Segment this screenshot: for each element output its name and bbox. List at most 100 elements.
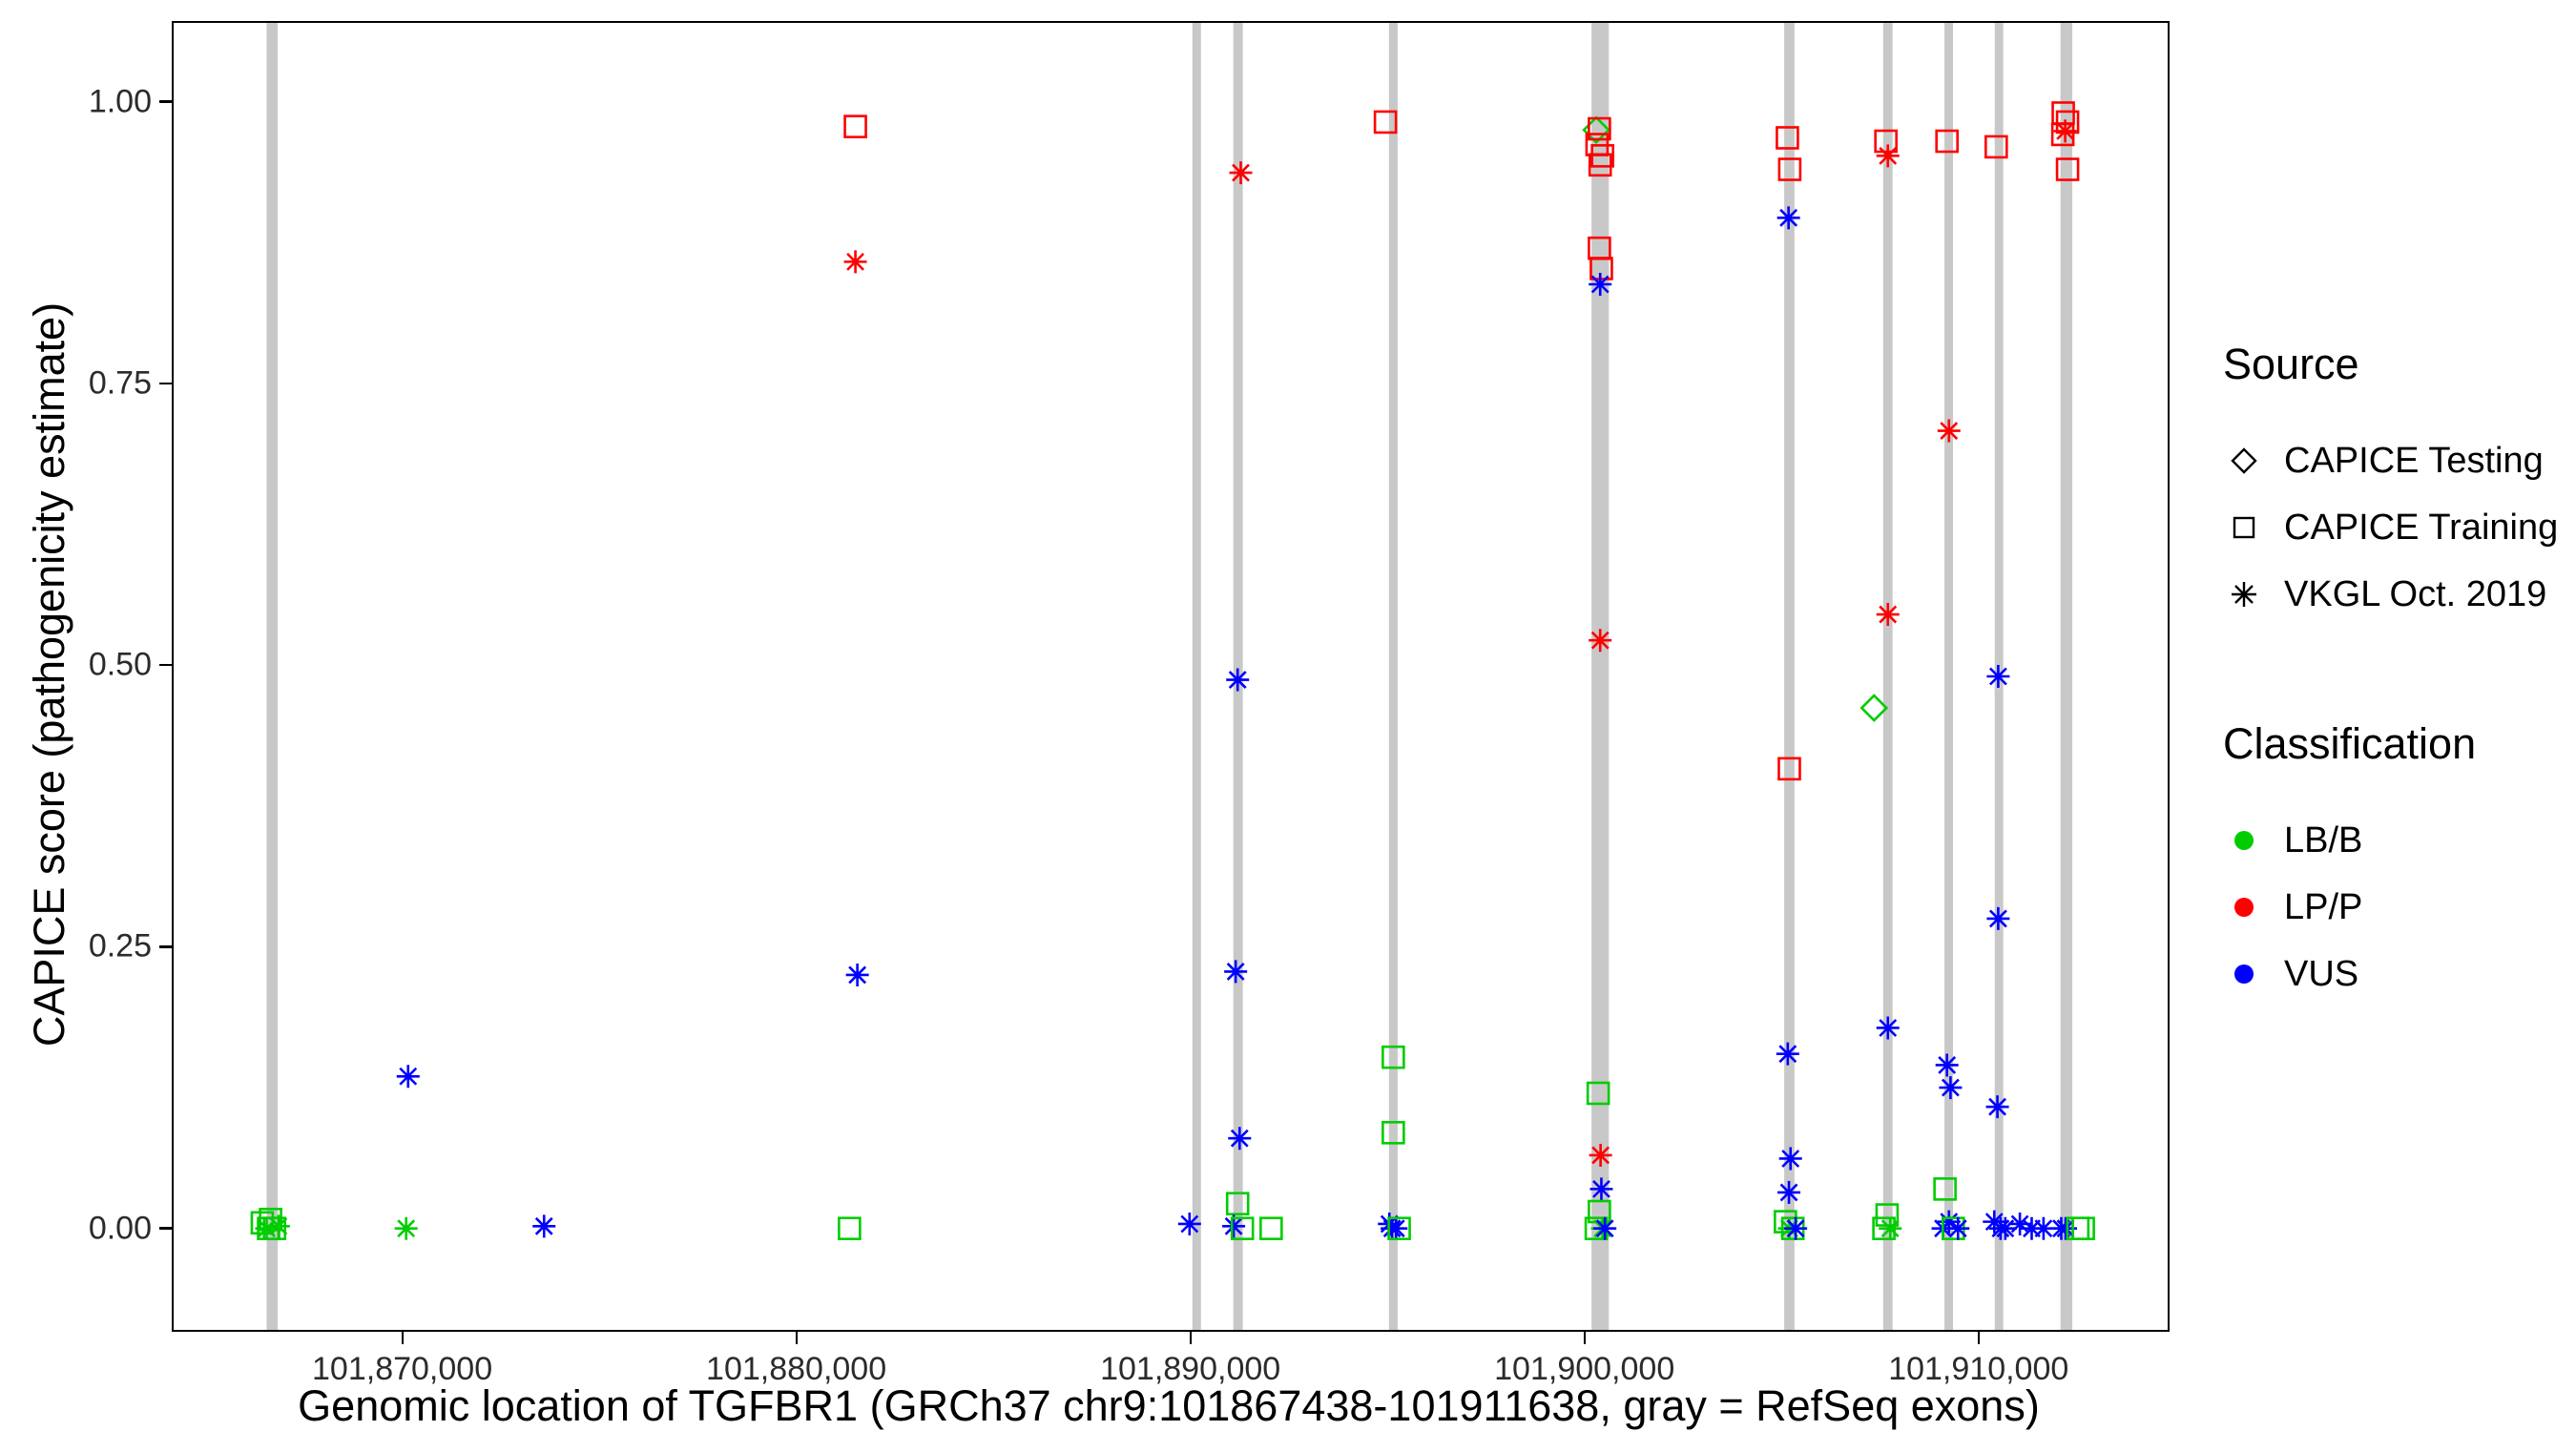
data-point-asterisk-vus: [1224, 960, 1248, 984]
data-point-square-lp: [1874, 129, 1898, 154]
legend-label-vus: VUS: [2284, 953, 2359, 994]
data-point-asterisk-vus: [1776, 1042, 1799, 1066]
plot-area-svg: [250, 23, 2095, 1330]
data-point-asterisk-lp: [1229, 161, 1253, 185]
legend-label-lpp: LP/P: [2284, 886, 2363, 927]
data-point-asterisk-vus: [1228, 1127, 1252, 1151]
red-dot-icon: [2223, 888, 2265, 926]
data-point-square-lp: [2050, 122, 2075, 147]
exon-bar: [1591, 23, 1610, 1330]
data-point-square-lp: [1588, 116, 1611, 141]
green-dot-icon: [2223, 821, 2265, 860]
legend-label-capice-testing: CAPICE Testing: [2284, 440, 2544, 481]
data-point-square-lb: [1381, 1045, 1405, 1069]
data-point-asterisk-vus: [1993, 1216, 2017, 1240]
data-point-asterisk-lp: [1589, 629, 1612, 653]
exon-bar: [1192, 23, 1201, 1330]
data-point-asterisk-lb: [255, 1216, 279, 1240]
data-point-square-lb: [1381, 1121, 1405, 1145]
data-point-square-lb: [257, 1216, 280, 1241]
legend-source-title: Source: [2223, 340, 2359, 388]
y-tick-mark: [159, 382, 172, 385]
data-point-square-lp: [1590, 144, 1614, 168]
y-tick-mark: [159, 1227, 172, 1230]
data-point-asterisk-vus: [1946, 1216, 1970, 1240]
data-point-asterisk-vus: [1589, 1177, 1613, 1201]
data-point-square-lb: [2071, 1216, 2095, 1241]
data-point-asterisk-vus: [1985, 1095, 2009, 1119]
data-point-square-lp: [1776, 126, 1799, 150]
data-point-asterisk-lp: [1589, 1143, 1612, 1167]
data-point-asterisk-vus: [1177, 1212, 1201, 1235]
x-tick-mark: [1977, 1332, 1981, 1344]
exon-bar: [1944, 23, 1954, 1330]
exon-bar: [1784, 23, 1795, 1330]
data-point-square-lb: [1933, 1177, 1957, 1201]
x-tick-mark: [1189, 1332, 1193, 1344]
data-point-asterisk-vus: [1935, 1053, 1959, 1077]
data-point-asterisk-vus: [1778, 1147, 1802, 1171]
data-point-asterisk-lp: [1876, 144, 1900, 168]
y-tick-label: 0.25: [88, 927, 152, 964]
data-point-asterisk-vus: [2031, 1216, 2055, 1240]
plot-panel: [172, 21, 2170, 1332]
exon-bar: [1882, 23, 1893, 1330]
data-point-asterisk-vus: [1986, 665, 2010, 688]
data-point-asterisk-lp: [1937, 419, 1961, 443]
data-point-asterisk-vus: [532, 1214, 556, 1238]
data-point-square-lb: [838, 1216, 862, 1241]
y-tick-label: 0.00: [88, 1210, 152, 1247]
data-point-square-lp: [1935, 129, 1959, 154]
data-point-square-lb: [1387, 1216, 1411, 1241]
data-point-asterisk-lp: [1876, 603, 1900, 627]
data-point-diamond-lb: [1859, 694, 1889, 722]
y-axis-title: CAPICE score (pathogenicity estimate): [25, 301, 73, 1047]
x-tick-mark: [401, 1332, 405, 1344]
data-point-asterisk-vus: [845, 963, 869, 986]
data-point-asterisk-vus: [1776, 206, 1800, 230]
data-point-square-lb: [259, 1207, 282, 1232]
data-point-square-lp: [1777, 157, 1802, 181]
legend-label-vkgl: VKGL Oct. 2019: [2284, 573, 2547, 614]
blue-dot-icon: [2223, 955, 2265, 993]
data-point-square-lp: [1984, 135, 2008, 159]
asterisk-icon: [2223, 575, 2265, 613]
data-point-asterisk-vus: [1222, 1214, 1246, 1238]
data-point-asterisk-vus: [1939, 1076, 1963, 1100]
data-point-asterisk-vus: [1593, 1216, 1617, 1240]
legend: Source CAPICE Testing CAPICE Training: [2223, 340, 2558, 1007]
data-point-asterisk-vus: [1384, 1216, 1408, 1240]
data-point-asterisk-lp: [2053, 119, 2077, 143]
data-point-asterisk-lb: [394, 1216, 418, 1240]
legend-item-lpp: LP/P: [2223, 874, 2558, 941]
data-point-square-lb: [1230, 1216, 1255, 1241]
data-point-square-lp: [843, 114, 867, 138]
x-tick-mark: [1583, 1332, 1587, 1344]
data-point-asterisk-vus: [2054, 1216, 2078, 1240]
data-point-asterisk-vus: [2008, 1212, 2032, 1235]
x-axis-title: Genomic location of TGFBR1 (GRCh37 chr9:…: [298, 1381, 2040, 1430]
legend-item-lbb: LB/B: [2223, 807, 2558, 874]
diamond-icon: [2223, 442, 2265, 480]
data-point-asterisk-vus: [1784, 1216, 1808, 1240]
y-tick-mark: [159, 100, 172, 103]
data-point-asterisk-lp: [843, 250, 867, 274]
data-point-square-lp: [1588, 153, 1612, 177]
data-point-square-lb: [1259, 1216, 1283, 1241]
data-point-asterisk-vus: [1226, 668, 1250, 692]
square-icon: [2223, 508, 2265, 547]
y-tick-label: 0.50: [88, 646, 152, 683]
data-point-asterisk-vus: [396, 1065, 420, 1089]
legend-classification-title: Classification: [2223, 719, 2477, 768]
y-tick-mark: [159, 663, 172, 667]
data-point-square-lb: [1586, 1081, 1610, 1106]
legend-label-lbb: LB/B: [2284, 819, 2363, 861]
legend-item-vkgl: VKGL Oct. 2019: [2223, 561, 2558, 628]
data-point-asterisk-vus: [1589, 273, 1612, 296]
data-point-asterisk-lb: [1879, 1216, 1902, 1240]
data-point-square-lp: [1373, 110, 1398, 135]
data-point-asterisk-vus: [1986, 906, 2010, 930]
x-tick-mark: [795, 1332, 799, 1344]
legend-item-capice-testing: CAPICE Testing: [2223, 427, 2558, 494]
